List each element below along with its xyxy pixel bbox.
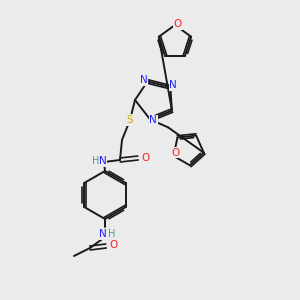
Text: H: H	[92, 156, 100, 166]
Text: O: O	[174, 19, 182, 29]
Text: O: O	[109, 240, 117, 250]
Text: N: N	[99, 229, 107, 239]
Text: H: H	[108, 229, 116, 239]
Text: N: N	[140, 76, 147, 85]
Text: O: O	[171, 148, 180, 158]
Text: N: N	[99, 156, 107, 166]
Text: O: O	[141, 153, 149, 163]
Text: S: S	[127, 115, 133, 125]
Text: N: N	[149, 116, 157, 125]
Text: N: N	[169, 80, 177, 90]
